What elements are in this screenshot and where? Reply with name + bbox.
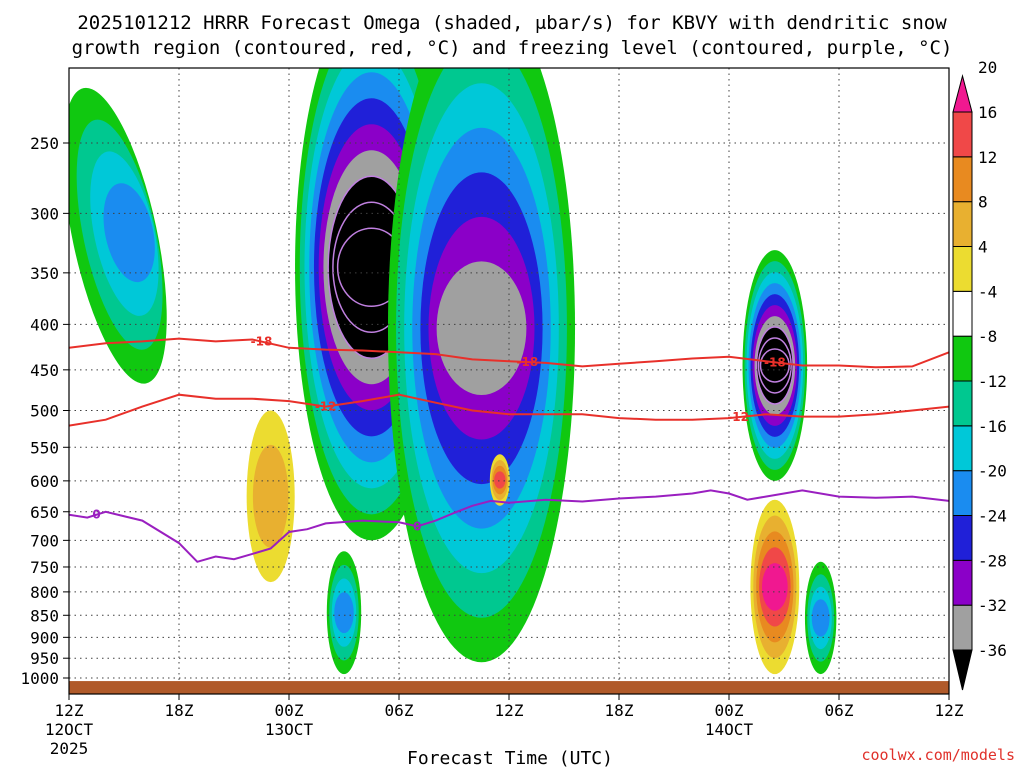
colorbar-label: -32	[978, 596, 1007, 615]
colorbar-segment	[952, 604, 973, 651]
colorbar-segment	[952, 335, 973, 382]
x-tick-date: 13OCT	[265, 720, 314, 739]
omega-shading	[69, 68, 837, 675]
colorbar-label: -12	[978, 372, 1007, 391]
colorbar-segment	[952, 156, 973, 203]
temperature-contours: -18 -18 -18 -12 -12 0 0	[69, 335, 949, 563]
x-axis-label: Forecast Time (UTC)	[407, 748, 613, 768]
x-tick-label: 12Z	[935, 701, 964, 720]
gridlines	[69, 68, 949, 694]
colorbar-label: -28	[978, 551, 1007, 570]
colorbar-segment	[952, 425, 973, 472]
colorbar-label: 12	[978, 148, 997, 167]
plot-area: -18 -18 -18 -12 -12 0 0	[69, 68, 949, 694]
terrain-band	[69, 681, 949, 694]
omega-feature-ascent-lowlevel-late	[804, 561, 837, 675]
y-tick-label: 450	[30, 361, 59, 380]
x-tick-label: 06Z	[825, 701, 854, 720]
pressure-axis: 250 300 350 400 450 500 550 600 650 700 750 800 850 9…	[20, 134, 69, 688]
y-tick-label: 600	[30, 472, 59, 491]
y-tick-label: 700	[30, 531, 59, 550]
omega-level-m16	[103, 183, 155, 283]
x-tick-label: 00Z	[715, 701, 744, 720]
x-tick-date: 12OCT	[45, 720, 94, 739]
colorbar-segment	[952, 559, 973, 606]
colorbar-label: 4	[978, 238, 988, 257]
colorbar-label: -16	[978, 417, 1007, 436]
contour-label: -18	[516, 355, 538, 369]
y-tick-label: 400	[30, 315, 59, 334]
contour-line-1	[69, 393, 949, 427]
x-tick-date: 14OCT	[705, 720, 754, 739]
omega-feature-ascent-early-upper	[69, 87, 167, 384]
y-tick-label: 550	[30, 438, 59, 457]
contour-label: -18	[764, 355, 786, 369]
credit-link[interactable]: coolwx.com/models	[861, 746, 1015, 764]
y-tick-label: 300	[30, 204, 59, 223]
colorbar-label: 8	[978, 193, 988, 212]
contour-label: -12	[315, 400, 337, 414]
x-tick-label: 06Z	[385, 701, 414, 720]
omega-level-p8	[252, 444, 289, 548]
x-tick-label: 12Z	[495, 701, 524, 720]
y-tick-label: 850	[30, 606, 59, 625]
colorbar-segment	[952, 515, 973, 561]
omega-level-m28	[436, 261, 527, 396]
omega-level-p16	[494, 471, 506, 489]
x-tick-label: 18Z	[605, 701, 634, 720]
colorbar-label: -20	[978, 462, 1007, 481]
contour-label: 0	[92, 508, 100, 522]
colorbar: -36 -32 -28 -24 -20 -16 -12 -8 -4 4 8 12 16 20	[952, 58, 1007, 691]
omega-feature-descent-midlevel-day1b	[489, 454, 510, 506]
omega-feature-ascent-second-max	[742, 250, 808, 481]
y-tick-label: 350	[30, 264, 59, 283]
y-tick-label: 1000	[20, 669, 59, 688]
chart-title-line2: growth region (contoured, red, °C) and f…	[72, 37, 953, 59]
omega-level-m40	[759, 348, 790, 383]
omega-feature-ascent-lowlevel-day1	[326, 551, 362, 675]
x-tick-label: 12Z	[55, 701, 84, 720]
colorbar-label: 16	[978, 103, 997, 122]
y-tick-label: 250	[30, 134, 59, 153]
contour-label: 0	[413, 519, 421, 533]
y-tick-label: 500	[30, 402, 59, 421]
y-tick-label: 950	[30, 649, 59, 668]
x-tick-year: 2025	[50, 739, 89, 758]
y-tick-label: 750	[30, 558, 59, 577]
colorbar-segment	[952, 246, 973, 292]
colorbar-segment	[952, 201, 973, 248]
colorbar-label: 20	[978, 58, 997, 77]
contour-line-2	[69, 489, 949, 563]
omega-level-m16	[811, 599, 830, 637]
colorbar-segment	[952, 470, 973, 516]
omega-feature-ascent-midday-column	[387, 68, 576, 663]
colorbar-segment	[952, 290, 973, 337]
y-tick-label: 900	[30, 628, 59, 647]
x-tick-label: 18Z	[165, 701, 194, 720]
colorbar-label: -24	[978, 507, 1007, 526]
contour-line-0	[69, 337, 949, 369]
colorbar-segment	[952, 111, 973, 158]
omega-level-m16	[334, 592, 354, 634]
colorbar-label: -4	[978, 282, 997, 301]
omega-feature-descent-lowlevel-max	[750, 499, 800, 675]
contour-label: -12	[727, 410, 749, 424]
x-tick-label: 00Z	[275, 701, 304, 720]
y-tick-label: 650	[30, 503, 59, 522]
colorbar-label: -36	[978, 641, 1007, 660]
omega-feature-descent-midlevel-day1	[246, 410, 295, 583]
contour-label: -18	[251, 335, 273, 349]
chart-title-line1: 2025101212 HRRR Forecast Omega (shaded, …	[77, 12, 947, 34]
colorbar-segment	[952, 380, 973, 427]
y-tick-label: 800	[30, 583, 59, 602]
omega-level-p20	[761, 563, 788, 611]
colorbar-label: -8	[978, 327, 997, 346]
